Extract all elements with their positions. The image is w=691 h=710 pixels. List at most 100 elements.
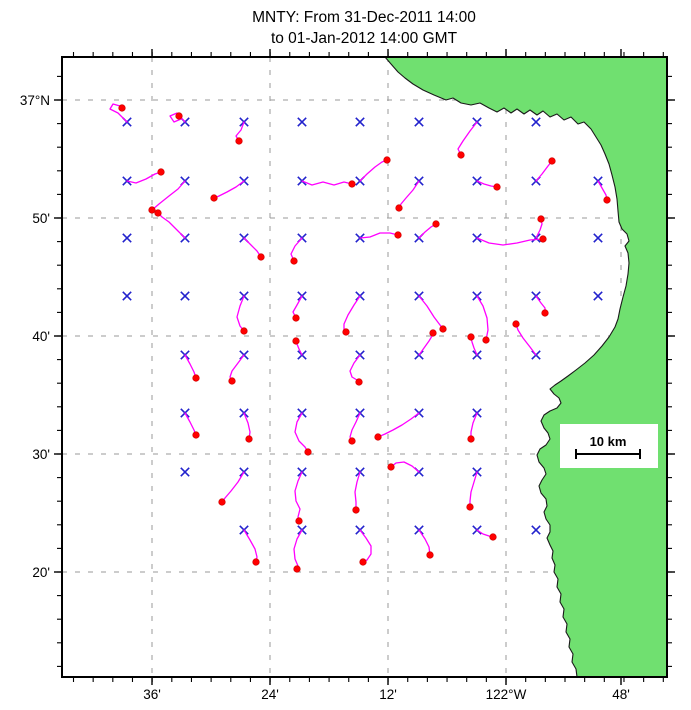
x-stroke — [122, 291, 132, 301]
drifter-endpoint-dot — [348, 437, 356, 445]
land-monterey-coast — [384, 56, 668, 678]
drifter-endpoint-dot — [387, 463, 395, 471]
drifter-endpoint-dot — [489, 533, 497, 541]
drifter-trajectory — [221, 471, 245, 503]
drifter-endpoint-dot — [148, 206, 156, 214]
drifter-endpoint-dot — [292, 314, 300, 322]
drifter-trajectory — [243, 237, 262, 258]
drifter-endpoint-dot — [348, 180, 356, 188]
x-stroke — [122, 233, 132, 243]
drifter-trajectory — [292, 295, 303, 319]
drifter-endpoint-dot — [154, 209, 162, 217]
drifter-trajectory — [476, 295, 489, 341]
drifter-endpoint-dot — [292, 337, 300, 345]
x-stroke — [297, 117, 307, 127]
y-tick-label: 40' — [32, 329, 50, 344]
drifter-trajectory — [294, 471, 303, 522]
grid-marker-x-icon — [414, 117, 424, 127]
x-stroke — [531, 525, 541, 535]
drifter-endpoint-dot — [383, 156, 391, 164]
plot-title-line-1: MNTY: From 31-Dec-2011 14:00 — [252, 9, 476, 26]
axis-label-layer: 37°N 50' 40' 30' 20' 36' 24' 12' 122°W 48' — [20, 93, 630, 702]
drifter-trajectory — [359, 529, 372, 563]
drifter-endpoint-dot — [192, 431, 200, 439]
drifter-trajectory — [359, 232, 399, 239]
drifter-endpoint-dot — [541, 309, 549, 317]
drifter-endpoint-dot — [537, 215, 545, 223]
drifter-trajectory — [294, 412, 309, 453]
drifter-trajectory — [293, 529, 303, 570]
drifter-trajectory — [476, 237, 544, 246]
scale-bar-backing — [560, 424, 658, 468]
drifter-endpoint-dot — [240, 327, 248, 335]
grid-marker-x-icon — [593, 233, 603, 243]
drifter-endpoint-dot — [548, 157, 556, 165]
land-layer — [384, 56, 668, 678]
drifter-endpoint-dot — [466, 503, 474, 511]
x-stroke — [593, 233, 603, 243]
grid-marker-x-icon — [355, 117, 365, 127]
drifter-endpoint-dot — [293, 565, 301, 573]
drifter-trajectory — [418, 295, 444, 330]
drifter-endpoint-dot — [295, 517, 303, 525]
drifter-endpoint-dot — [118, 104, 126, 112]
grid-marker-x-icon — [180, 291, 190, 301]
drifter-endpoint-dot — [218, 498, 226, 506]
x-stroke — [180, 291, 190, 301]
x-tick-label: 36' — [143, 687, 161, 702]
endpoint-layer — [118, 104, 611, 573]
drifter-trajectory — [377, 412, 420, 438]
drifter-trajectory — [290, 237, 303, 262]
y-tick-label: 37°N — [20, 93, 50, 108]
drifter-endpoint-dot — [228, 377, 236, 385]
drifter-endpoint-dot — [210, 194, 218, 202]
y-tick-label: 50' — [32, 211, 50, 226]
y-tick-label: 30' — [32, 447, 50, 462]
drifter-endpoint-dot — [395, 204, 403, 212]
drifter-endpoint-dot — [429, 329, 437, 337]
grid-marker-layer — [122, 117, 603, 535]
drifter-trajectory — [236, 295, 245, 332]
drifter-endpoint-dot — [512, 320, 520, 328]
drifter-endpoint-dot — [235, 137, 243, 145]
drifter-endpoint-dot — [603, 196, 611, 204]
grid-marker-x-icon — [531, 525, 541, 535]
grid-marker-x-icon — [122, 233, 132, 243]
scale-bar-group: 10 km — [575, 434, 641, 459]
drifter-trajectory — [354, 471, 361, 511]
drifter-trajectory — [469, 471, 478, 508]
drifter-endpoint-dot — [426, 551, 434, 559]
drifter-endpoint-dot — [252, 558, 260, 566]
x-stroke — [414, 117, 424, 127]
drifter-trajectory — [343, 295, 361, 333]
grid-marker-x-icon — [593, 291, 603, 301]
x-stroke — [531, 117, 541, 127]
drifter-trajectory — [349, 412, 361, 442]
drifter-endpoint-dot — [467, 435, 475, 443]
drifter-endpoint-dot — [374, 433, 382, 441]
drifter-trajectory — [535, 160, 553, 182]
drifter-endpoint-dot — [493, 183, 501, 191]
drifter-endpoint-dot — [175, 112, 183, 120]
frame-layer — [54, 49, 675, 685]
drifter-endpoint-dot — [157, 168, 165, 176]
plot-title-line-2: to 01-Jan-2012 14:00 GMT — [271, 30, 458, 47]
scale-bar-label: 10 km — [590, 434, 627, 449]
drifter-trajectory — [229, 354, 245, 382]
drifter-endpoint-dot — [352, 506, 360, 514]
grid-marker-x-icon — [122, 291, 132, 301]
x-stroke — [180, 467, 190, 477]
drifter-trajectory — [301, 180, 353, 186]
drifter-trajectory — [184, 412, 197, 436]
drifter-trajectory — [157, 212, 186, 239]
x-tick-label: 24' — [261, 687, 279, 702]
drifter-trajectory — [515, 323, 537, 356]
drifter-endpoint-dot — [192, 374, 200, 382]
x-tick-label: 122°W — [486, 687, 527, 702]
drifter-endpoint-dot — [539, 235, 547, 243]
gridline-layer — [62, 57, 667, 677]
drifter-endpoint-dot — [245, 435, 253, 443]
drifter-endpoint-dot — [257, 253, 265, 261]
